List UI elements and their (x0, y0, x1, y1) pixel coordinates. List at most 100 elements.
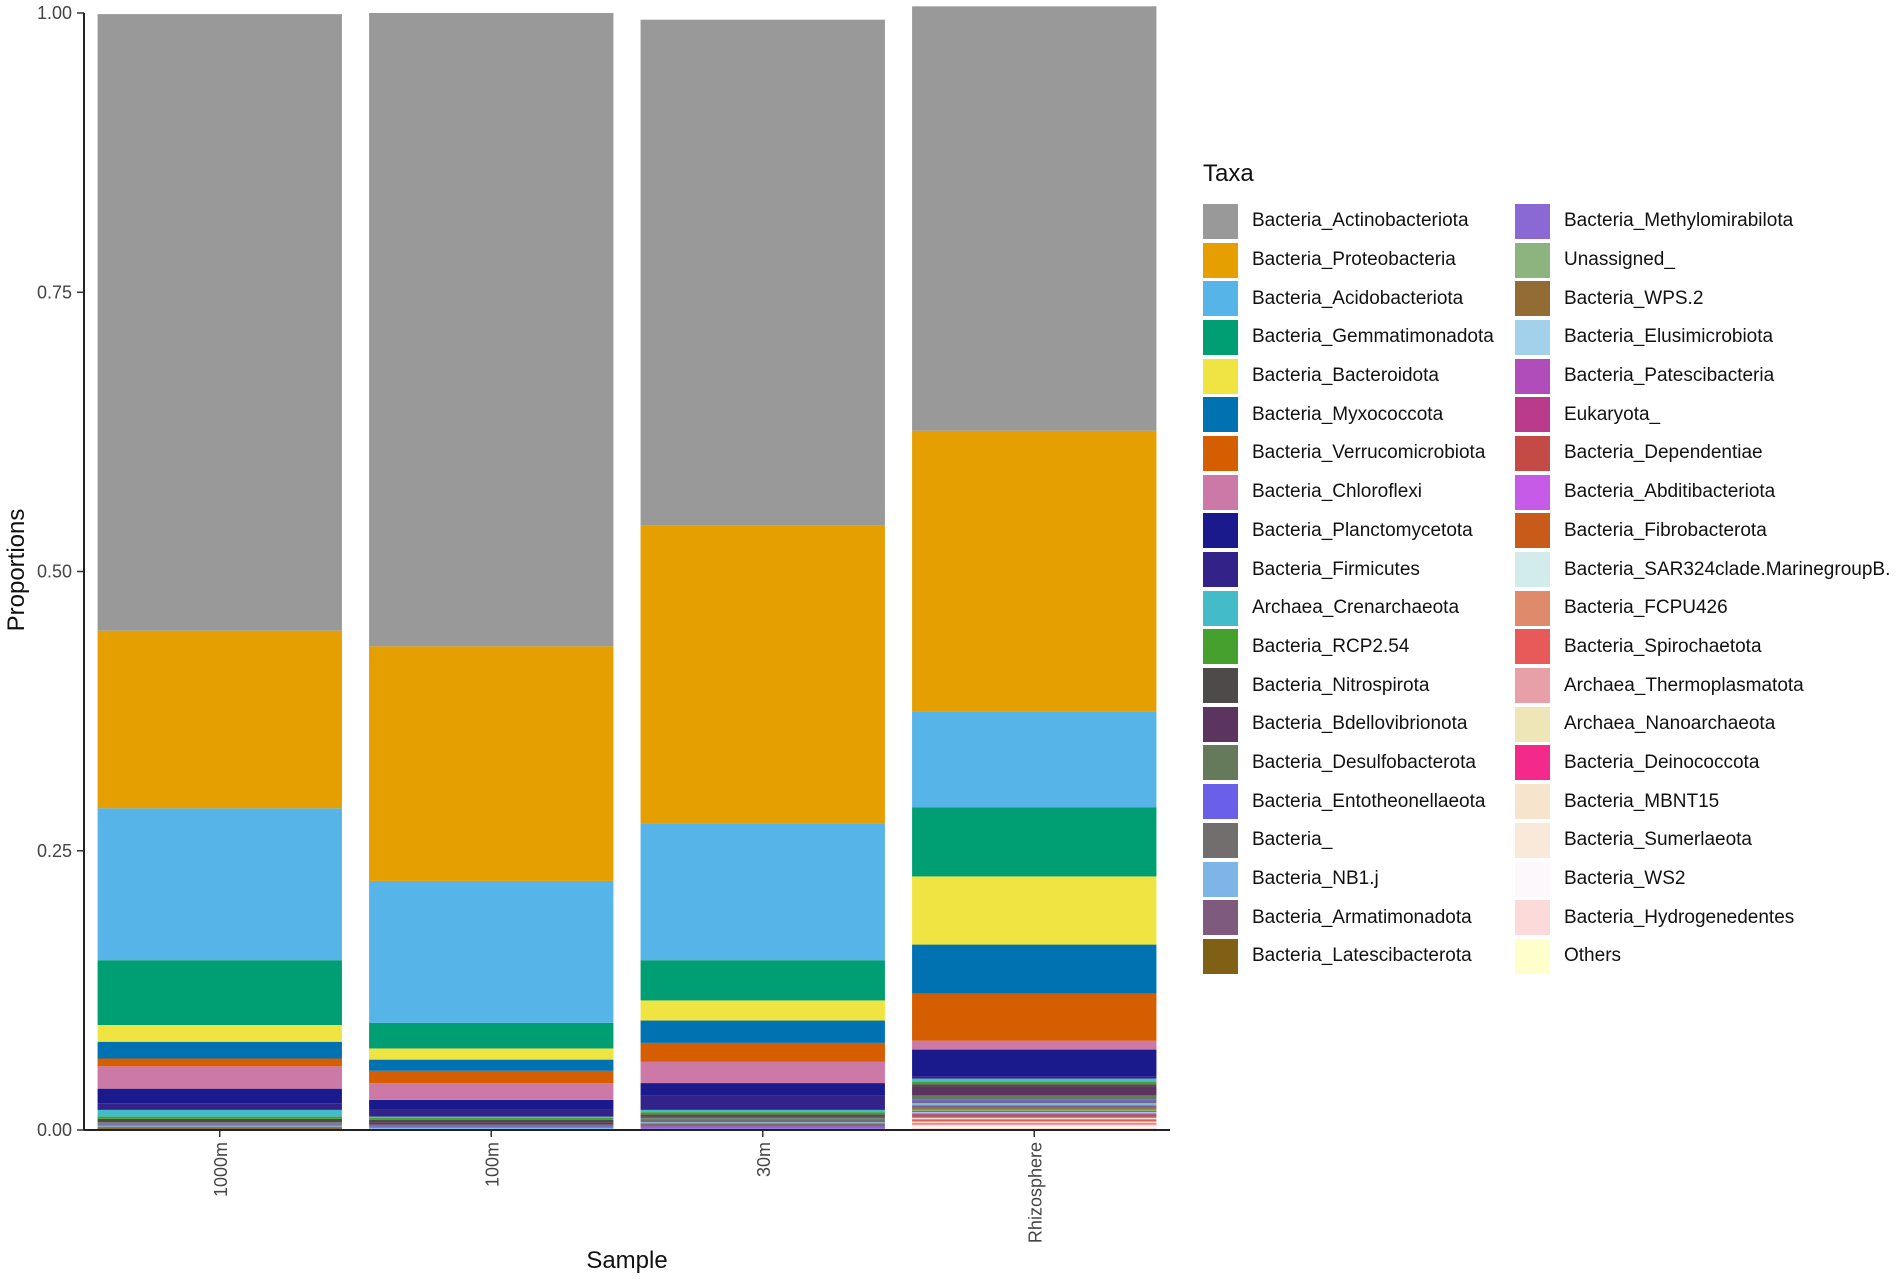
legend-swatch (1203, 203, 1238, 239)
y-axis-label: Proportions (3, 509, 30, 632)
bar-segment (640, 1020, 885, 1043)
legend-swatch (1203, 242, 1238, 278)
bar-segment (369, 1117, 614, 1120)
legend-swatch (1203, 861, 1238, 897)
x-tick-label: 1000m (211, 1142, 231, 1197)
legend-swatch (1203, 474, 1238, 510)
legend-label: Bacteria_Planctomycetota (1252, 519, 1473, 541)
legend: Taxa Bacteria_Actinobacteriota Bacteria_P… (1203, 160, 1890, 976)
legend-label: Bacteria_Verrucomicrobiota (1252, 442, 1486, 464)
legend-column-2: Bacteria_Methylomirabilota Unassigned_ Bac… (1515, 202, 1890, 976)
legend-item: Bacteria_Myxococcota (1203, 395, 1505, 434)
bar-segment (97, 1127, 342, 1129)
legend-swatch (1515, 861, 1550, 897)
legend-label: Bacteria_SAR324clade.MarinegroupB. (1564, 558, 1891, 580)
bar-segment (912, 1111, 1157, 1113)
legend-label: Bacteria_FCPU426 (1564, 597, 1728, 619)
legend-swatch (1515, 629, 1550, 665)
legend-label: Bacteria_NB1.j (1252, 868, 1379, 890)
bar-segment (912, 1124, 1157, 1126)
legend-label: Bacteria_WPS.2 (1564, 287, 1704, 309)
legend-item: Bacteria_Spirochaetota (1515, 628, 1890, 667)
legend-label: Bacteria_Patescibacteria (1564, 365, 1775, 387)
bar-segment (912, 6, 1157, 431)
legend-item: Bacteria_Methylomirabilota (1515, 202, 1890, 241)
legend-item: Bacteria_MBNT15 (1515, 782, 1890, 821)
legend-swatch (1515, 706, 1550, 742)
bar-segment (369, 1125, 614, 1127)
legend-swatch (1515, 938, 1550, 974)
legend-label: Bacteria_Actinobacteriota (1252, 210, 1469, 232)
legend-label: Archaea_Nanoarchaeota (1564, 713, 1776, 735)
bar-segment (912, 1095, 1157, 1100)
bar-segment (912, 1121, 1157, 1123)
legend-swatch (1515, 822, 1550, 858)
legend-title: Taxa (1203, 160, 1254, 187)
legend-item: Archaea_Thermoplasmatota (1515, 666, 1890, 705)
bar-segment (369, 13, 614, 647)
legend-swatch (1515, 242, 1550, 278)
bar-segment (97, 1109, 342, 1117)
legend-swatch (1203, 358, 1238, 394)
bar-segment (369, 1048, 614, 1060)
y-tick-label: 0.25 (37, 841, 72, 861)
legend-label: Bacteria_Abditibacteriota (1564, 481, 1776, 503)
legend-swatch (1515, 552, 1550, 588)
legend-item: Bacteria_Fibrobacterota (1515, 512, 1890, 551)
bar-segment (912, 1114, 1157, 1116)
legend-item: Bacteria_Armatimonadota (1203, 898, 1505, 937)
bar-segment (912, 1123, 1157, 1125)
bar-segment (640, 1109, 885, 1113)
bar-segment (640, 1061, 885, 1084)
legend-item: Bacteria_Deinococcota (1515, 744, 1890, 783)
legend-swatch (1203, 319, 1238, 355)
bar-segment (640, 1124, 885, 1126)
bar-segment (912, 1103, 1157, 1106)
bar-segment (912, 1115, 1157, 1117)
legend-item: Bacteria_Desulfobacterota (1203, 744, 1505, 783)
bar-segment (640, 1112, 885, 1115)
legend-label: Archaea_Crenarchaeota (1252, 597, 1460, 619)
x-axis-label: Sample (586, 1247, 667, 1274)
legend-item: Bacteria_WS2 (1515, 860, 1890, 899)
bar-segment (640, 1125, 885, 1129)
legend-item: Bacteria_Elusimicrobiota (1515, 318, 1890, 357)
legend-item: Bacteria_Hydrogenedentes (1515, 898, 1890, 937)
legend-label: Bacteria_Entotheonellaeota (1252, 790, 1486, 812)
bar-segment (640, 1042, 885, 1062)
bar-stack-Rhizosphere (912, 6, 1157, 1130)
legend-swatch (1203, 435, 1238, 471)
bar-segment (912, 1076, 1157, 1079)
legend-label: Bacteria_RCP2.54 (1252, 635, 1410, 657)
legend-swatch (1515, 474, 1550, 510)
bar-segment (912, 944, 1157, 994)
bar-segment (912, 807, 1157, 877)
bar-segment (912, 1107, 1157, 1109)
bar-segment (97, 630, 342, 809)
bar-segment (912, 1078, 1157, 1082)
legend-item: Bacteria_Entotheonellaeota (1203, 782, 1505, 821)
legend-item: Bacteria_Chloroflexi (1203, 473, 1505, 512)
legend-swatch (1203, 822, 1238, 858)
legend-columns: Bacteria_Actinobacteriota Bacteria_Proteo… (1203, 202, 1890, 976)
bar-stack-100m (369, 13, 614, 1130)
x-tick-label: Rhizosphere (1025, 1142, 1045, 1243)
legend-label: Bacteria_Elusimicrobiota (1564, 326, 1774, 348)
bar-segment (97, 1125, 342, 1127)
legend-label: Bacteria_Proteobacteria (1252, 249, 1456, 271)
legend-swatch (1203, 784, 1238, 820)
legend-swatch (1515, 668, 1550, 704)
bar-segment (97, 1118, 342, 1122)
legend-swatch (1203, 629, 1238, 665)
x-tick-label: 30m (754, 1142, 774, 1177)
bar-segment (912, 1117, 1157, 1119)
bar-segment (640, 1095, 885, 1110)
legend-swatch (1203, 668, 1238, 704)
bar-segment (912, 1049, 1157, 1077)
bar-segment (97, 1025, 342, 1042)
legend-label: Bacteria_Deinococcota (1564, 751, 1760, 773)
legend-label: Bacteria_Nitrospirota (1252, 674, 1430, 696)
legend-item: Bacteria_Nitrospirota (1203, 666, 1505, 705)
legend-label: Bacteria_Chloroflexi (1252, 481, 1423, 503)
